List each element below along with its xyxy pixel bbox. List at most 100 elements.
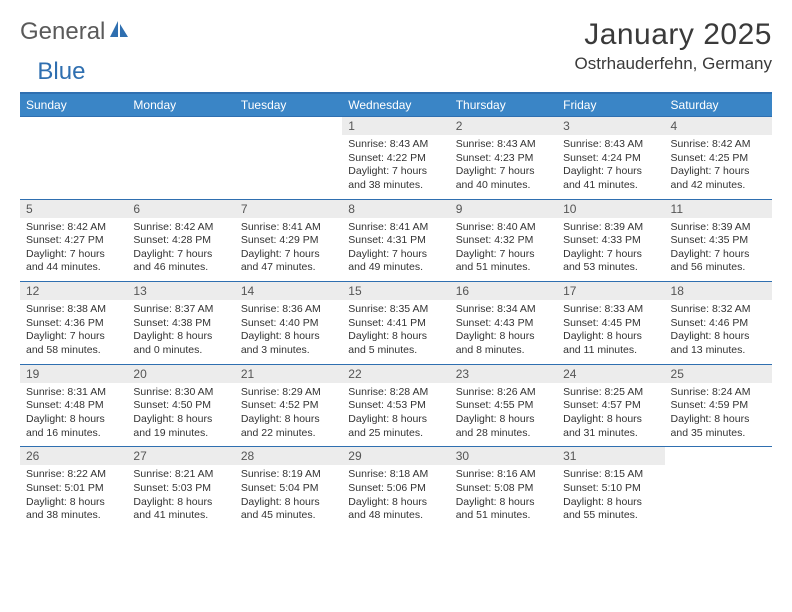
sunrise-text: Sunrise: 8:33 AM	[563, 303, 658, 317]
daylight-text: Daylight: 8 hours and 45 minutes.	[241, 496, 336, 523]
sunset-text: Sunset: 4:48 PM	[26, 399, 121, 413]
sunset-text: Sunset: 4:35 PM	[671, 234, 766, 248]
calendar-day-cell: 3Sunrise: 8:43 AMSunset: 4:24 PMDaylight…	[557, 117, 664, 200]
sunset-text: Sunset: 4:50 PM	[133, 399, 228, 413]
calendar-day-cell: 23Sunrise: 8:26 AMSunset: 4:55 PMDayligh…	[450, 364, 557, 447]
day-detail	[127, 121, 234, 179]
day-detail: Sunrise: 8:40 AMSunset: 4:32 PMDaylight:…	[450, 218, 557, 282]
sunset-text: Sunset: 4:22 PM	[348, 152, 443, 166]
calendar-day-cell: 30Sunrise: 8:16 AMSunset: 5:08 PMDayligh…	[450, 447, 557, 529]
weekday-header: Tuesday	[235, 94, 342, 117]
sunrise-text: Sunrise: 8:16 AM	[456, 468, 551, 482]
day-detail: Sunrise: 8:26 AMSunset: 4:55 PMDaylight:…	[450, 383, 557, 447]
sunset-text: Sunset: 4:46 PM	[671, 317, 766, 331]
daylight-text: Daylight: 8 hours and 31 minutes.	[563, 413, 658, 440]
sunrise-text: Sunrise: 8:22 AM	[26, 468, 121, 482]
sunrise-text: Sunrise: 8:42 AM	[26, 221, 121, 235]
sunset-text: Sunset: 4:43 PM	[456, 317, 551, 331]
day-detail: Sunrise: 8:41 AMSunset: 4:29 PMDaylight:…	[235, 218, 342, 282]
day-number: 8	[342, 200, 449, 218]
calendar-day-cell: 8Sunrise: 8:41 AMSunset: 4:31 PMDaylight…	[342, 199, 449, 282]
sunrise-text: Sunrise: 8:43 AM	[348, 138, 443, 152]
calendar-day-cell: 28Sunrise: 8:19 AMSunset: 5:04 PMDayligh…	[235, 447, 342, 529]
day-number: 29	[342, 447, 449, 465]
calendar-day-cell: 13Sunrise: 8:37 AMSunset: 4:38 PMDayligh…	[127, 282, 234, 365]
day-detail: Sunrise: 8:36 AMSunset: 4:40 PMDaylight:…	[235, 300, 342, 364]
sunrise-text: Sunrise: 8:43 AM	[563, 138, 658, 152]
sunset-text: Sunset: 5:08 PM	[456, 482, 551, 496]
daylight-text: Daylight: 8 hours and 0 minutes.	[133, 330, 228, 357]
calendar-day-cell: 17Sunrise: 8:33 AMSunset: 4:45 PMDayligh…	[557, 282, 664, 365]
sunset-text: Sunset: 4:32 PM	[456, 234, 551, 248]
day-detail: Sunrise: 8:43 AMSunset: 4:23 PMDaylight:…	[450, 135, 557, 199]
daylight-text: Daylight: 8 hours and 38 minutes.	[26, 496, 121, 523]
calendar-day-cell: 2Sunrise: 8:43 AMSunset: 4:23 PMDaylight…	[450, 117, 557, 200]
day-detail: Sunrise: 8:32 AMSunset: 4:46 PMDaylight:…	[665, 300, 772, 364]
sunrise-text: Sunrise: 8:39 AM	[671, 221, 766, 235]
sunrise-text: Sunrise: 8:34 AM	[456, 303, 551, 317]
daylight-text: Daylight: 7 hours and 40 minutes.	[456, 165, 551, 192]
daylight-text: Daylight: 8 hours and 3 minutes.	[241, 330, 336, 357]
day-detail: Sunrise: 8:19 AMSunset: 5:04 PMDaylight:…	[235, 465, 342, 529]
weekday-header: Friday	[557, 94, 664, 117]
day-number: 16	[450, 282, 557, 300]
daylight-text: Daylight: 8 hours and 5 minutes.	[348, 330, 443, 357]
day-number: 30	[450, 447, 557, 465]
sunrise-text: Sunrise: 8:41 AM	[241, 221, 336, 235]
calendar-day-cell: 1Sunrise: 8:43 AMSunset: 4:22 PMDaylight…	[342, 117, 449, 200]
daylight-text: Daylight: 7 hours and 41 minutes.	[563, 165, 658, 192]
day-detail: Sunrise: 8:28 AMSunset: 4:53 PMDaylight:…	[342, 383, 449, 447]
logo-text-2: Blue	[37, 58, 85, 86]
day-detail: Sunrise: 8:42 AMSunset: 4:27 PMDaylight:…	[20, 218, 127, 282]
calendar-week-row: 1Sunrise: 8:43 AMSunset: 4:22 PMDaylight…	[20, 117, 772, 200]
daylight-text: Daylight: 7 hours and 58 minutes.	[26, 330, 121, 357]
daylight-text: Daylight: 8 hours and 28 minutes.	[456, 413, 551, 440]
sunrise-text: Sunrise: 8:25 AM	[563, 386, 658, 400]
calendar-day-cell: 15Sunrise: 8:35 AMSunset: 4:41 PMDayligh…	[342, 282, 449, 365]
day-number: 2	[450, 117, 557, 135]
sunset-text: Sunset: 4:55 PM	[456, 399, 551, 413]
day-detail: Sunrise: 8:35 AMSunset: 4:41 PMDaylight:…	[342, 300, 449, 364]
calendar-page: General January 2025 Ostrhauderfehn, Ger…	[0, 0, 792, 539]
sunrise-text: Sunrise: 8:32 AM	[671, 303, 766, 317]
day-number: 23	[450, 365, 557, 383]
calendar-day-cell: 14Sunrise: 8:36 AMSunset: 4:40 PMDayligh…	[235, 282, 342, 365]
calendar-week-row: 5Sunrise: 8:42 AMSunset: 4:27 PMDaylight…	[20, 199, 772, 282]
daylight-text: Daylight: 8 hours and 13 minutes.	[671, 330, 766, 357]
day-number: 10	[557, 200, 664, 218]
sunrise-text: Sunrise: 8:41 AM	[348, 221, 443, 235]
day-detail: Sunrise: 8:33 AMSunset: 4:45 PMDaylight:…	[557, 300, 664, 364]
day-detail: Sunrise: 8:31 AMSunset: 4:48 PMDaylight:…	[20, 383, 127, 447]
day-detail: Sunrise: 8:39 AMSunset: 4:33 PMDaylight:…	[557, 218, 664, 282]
day-number: 25	[665, 365, 772, 383]
day-number: 24	[557, 365, 664, 383]
day-number: 28	[235, 447, 342, 465]
calendar-day-cell: 19Sunrise: 8:31 AMSunset: 4:48 PMDayligh…	[20, 364, 127, 447]
daylight-text: Daylight: 7 hours and 44 minutes.	[26, 248, 121, 275]
calendar-day-cell: 6Sunrise: 8:42 AMSunset: 4:28 PMDaylight…	[127, 199, 234, 282]
day-number: 7	[235, 200, 342, 218]
daylight-text: Daylight: 7 hours and 53 minutes.	[563, 248, 658, 275]
calendar-day-cell: 4Sunrise: 8:42 AMSunset: 4:25 PMDaylight…	[665, 117, 772, 200]
day-number: 11	[665, 200, 772, 218]
day-number: 6	[127, 200, 234, 218]
title-block: January 2025 Ostrhauderfehn, Germany	[575, 18, 772, 74]
day-number: 19	[20, 365, 127, 383]
day-number: 18	[665, 282, 772, 300]
day-detail: Sunrise: 8:41 AMSunset: 4:31 PMDaylight:…	[342, 218, 449, 282]
day-number: 31	[557, 447, 664, 465]
sunset-text: Sunset: 5:10 PM	[563, 482, 658, 496]
sunset-text: Sunset: 4:25 PM	[671, 152, 766, 166]
day-detail: Sunrise: 8:18 AMSunset: 5:06 PMDaylight:…	[342, 465, 449, 529]
daylight-text: Daylight: 7 hours and 56 minutes.	[671, 248, 766, 275]
sunset-text: Sunset: 5:04 PM	[241, 482, 336, 496]
logo: General	[20, 18, 130, 46]
day-detail: Sunrise: 8:21 AMSunset: 5:03 PMDaylight:…	[127, 465, 234, 529]
logo-sail-icon	[108, 18, 130, 46]
daylight-text: Daylight: 8 hours and 35 minutes.	[671, 413, 766, 440]
calendar-day-cell: 20Sunrise: 8:30 AMSunset: 4:50 PMDayligh…	[127, 364, 234, 447]
sunrise-text: Sunrise: 8:29 AM	[241, 386, 336, 400]
day-number: 5	[20, 200, 127, 218]
sunset-text: Sunset: 4:33 PM	[563, 234, 658, 248]
day-detail: Sunrise: 8:30 AMSunset: 4:50 PMDaylight:…	[127, 383, 234, 447]
